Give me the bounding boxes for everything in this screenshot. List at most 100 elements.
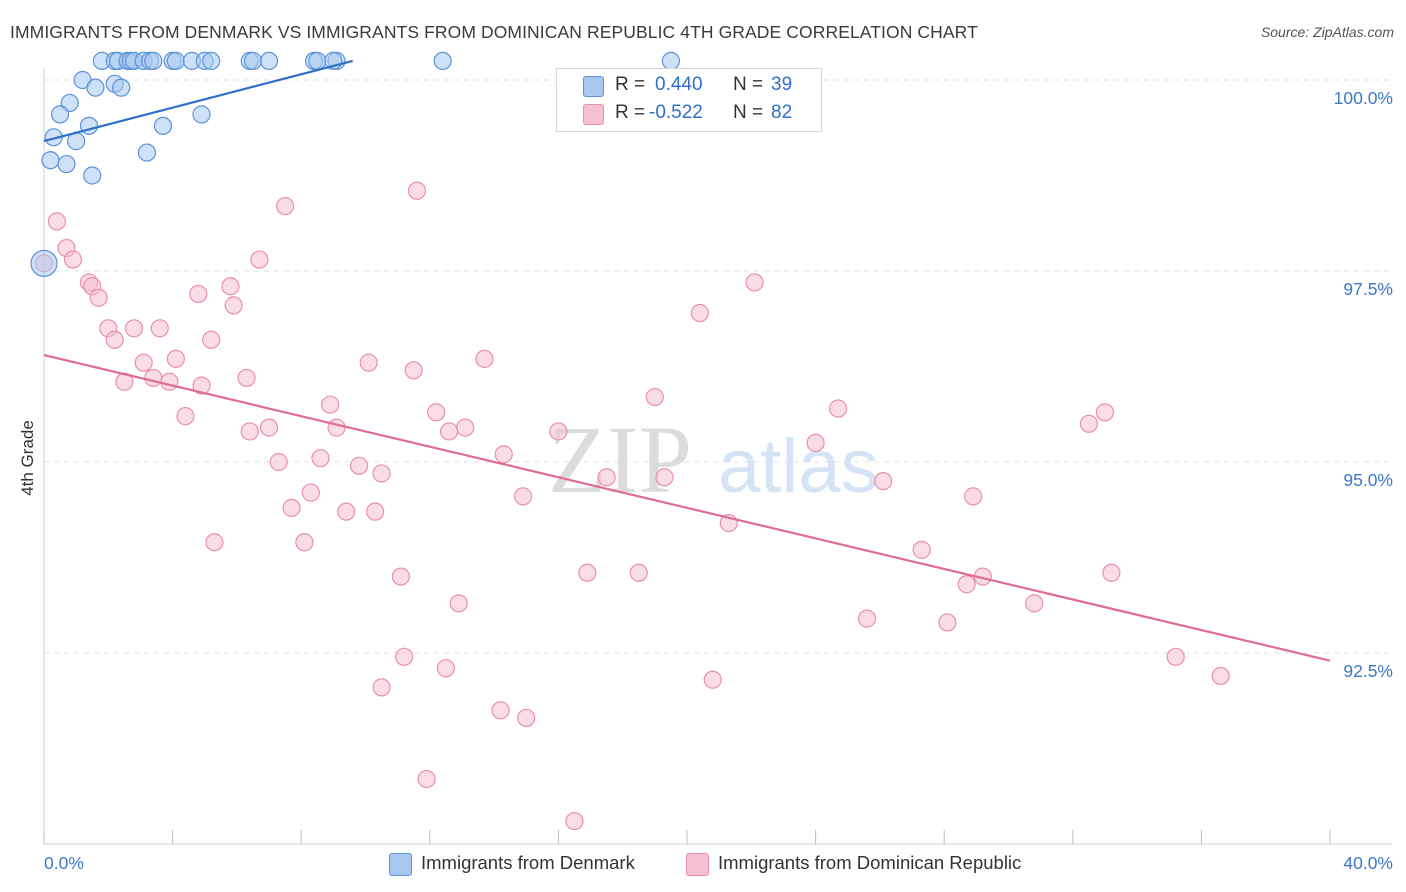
dominican-point [89,288,108,307]
denmark-trend-line [43,59,353,143]
dominican-point [645,387,664,407]
dominican-point [494,445,513,464]
dominican-trend-line [43,353,1331,662]
denmark-point [243,51,263,71]
dominican-point [549,422,568,441]
dominican-point [857,609,877,628]
dominican-point [703,670,722,689]
grid-layer [44,79,1392,654]
dominican-point [202,330,221,349]
dominican-point [964,487,983,506]
dominican-point [1079,414,1098,433]
y-tick-label: 97.5% [1343,279,1393,299]
denmark-point [83,166,102,185]
dominican-point [276,196,295,216]
legend-n-value: 82 [771,102,793,123]
dominican-point [366,502,385,521]
denmark-point [202,51,221,71]
legend-r-value: -0.522 [649,102,703,123]
watermark-zip: ZIP [548,406,692,513]
dominican-point [806,433,825,452]
dominican-point [565,811,584,831]
dominican-point [439,422,459,441]
dominican-point [295,533,314,552]
denmark-point [30,249,58,277]
x-tick-label: 40.0% [1343,853,1393,873]
bottom-legend-label-pink: Immigrants from Dominican Republic [718,852,1022,873]
dominican-point [427,403,446,422]
dominican-point [407,181,427,200]
dominican-point [349,456,369,475]
dominican-point [874,472,893,491]
denmark-point [166,51,185,71]
dominican-point [321,395,340,414]
dominican-point [176,407,195,426]
denmark-point [153,116,173,135]
dominican-point [513,487,533,506]
dominican-point [337,502,356,521]
dominican-point [436,659,455,678]
dominican-point [1025,594,1044,613]
dominican-point [160,372,179,391]
x-tick-label: 0.0% [44,853,84,873]
denmark-point [661,51,681,71]
dominican-point [150,319,169,338]
dominican-point [269,452,288,472]
denmark-point [86,78,105,97]
watermark-atlas: atlas [718,424,879,509]
dominican-point [205,533,224,552]
dominican-point [629,563,648,582]
dominican-point [311,449,330,468]
dominican-point [327,418,346,437]
chart-title: IMMIGRANTS FROM DENMARK VS IMMIGRANTS FR… [10,22,978,42]
bottom-legend-swatch-pink [686,853,709,876]
dominican-point [359,353,378,372]
dominican-point [449,594,468,613]
dominican-point [938,613,957,632]
dominican-point [144,368,163,388]
denmark-point [137,143,156,162]
y-tick-label: 95.0% [1343,470,1393,490]
dominican-point [224,296,243,315]
legend-r-value: 0.440 [655,74,703,95]
dominican-point [192,376,211,395]
dominican-point [250,250,269,269]
dominican-point [456,418,475,437]
pink-series-points [34,181,1230,831]
legend-swatch-blue [583,76,604,97]
dominican-point [597,468,616,487]
trend-lines [43,59,1331,662]
legend-n-value: 39 [771,74,793,95]
dominican-point [1095,403,1115,422]
legend-n-label: N = [733,74,764,95]
y-axis-label: 4th Grade [18,420,37,496]
dominican-point [105,330,124,349]
dominican-point [237,368,256,388]
source-credit: Source: ZipAtlas.com [1260,24,1394,40]
legend-n-label: N = [733,102,764,123]
dominican-point [1102,563,1121,582]
dominican-point [63,250,83,269]
stats-legend: R = 0.440 N = 39 R = -0.522 N = 82 [556,68,822,132]
denmark-point [112,78,131,97]
dominican-point [957,575,976,594]
dominican-point [829,399,848,418]
dominican-point [912,540,931,559]
legend-row-blue: R = 0.440 N = 39 [557,73,821,99]
dominican-point [124,319,144,338]
dominican-point [166,349,185,368]
dominican-point [301,483,320,502]
dominican-point [47,212,66,231]
denmark-point [308,51,327,71]
denmark-point [144,51,163,71]
dominican-point [394,647,414,666]
dominican-point [655,468,674,487]
y-tick-label: 100.0% [1334,88,1393,108]
denmark-point [57,154,76,174]
dominican-point [404,361,423,380]
legend-r-label: R = [615,102,646,123]
legend-r-label: R = [615,74,646,95]
denmark-point [192,105,211,124]
dominican-point [189,284,208,304]
